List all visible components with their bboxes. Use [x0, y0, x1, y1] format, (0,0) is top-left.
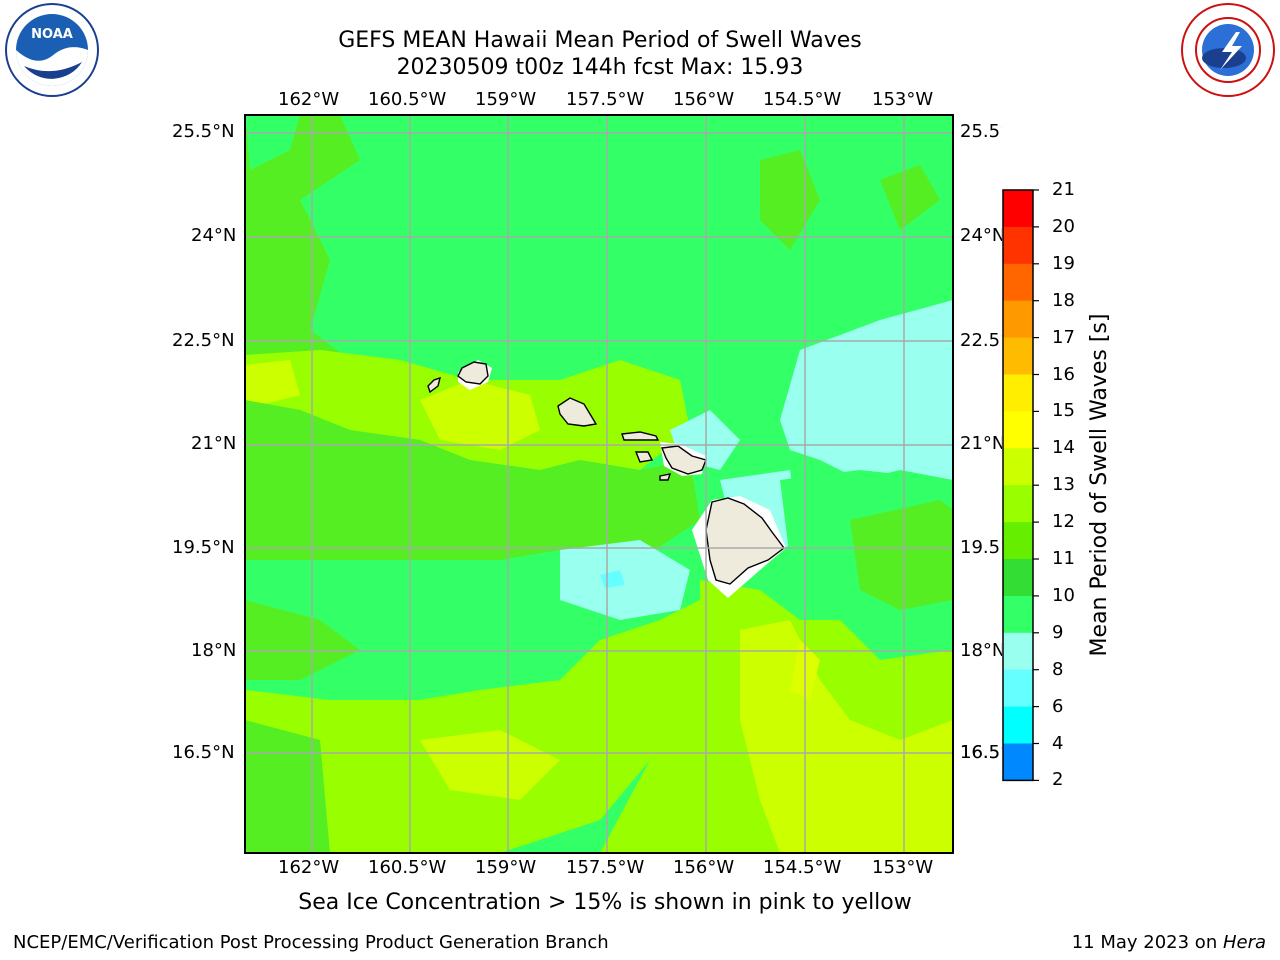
- colorbar-swatch: [1003, 485, 1033, 523]
- lat-label-left: 21°N: [191, 433, 237, 454]
- island-maui: [661, 445, 707, 475]
- colorbar-tick-label: 10: [1052, 584, 1075, 606]
- lon-label-bottom: 154.5°W: [763, 857, 842, 878]
- lon-label-bottom: 153°W: [872, 857, 934, 878]
- colorbar-tick-label: 21: [1052, 179, 1075, 200]
- sea-ice-note: Sea Ice Concentration > 15% is shown in …: [298, 890, 912, 915]
- lat-label-right: 18°N: [960, 640, 1002, 661]
- colorbar-tick-label: 6: [1052, 695, 1064, 717]
- lat-label-right: 16.5°N: [960, 742, 1002, 763]
- island-lanai: [634, 451, 654, 463]
- lon-label-top: 159°W: [475, 89, 537, 110]
- colorbar-swatch: [1003, 706, 1033, 744]
- lon-label-top: 154.5°W: [763, 89, 842, 110]
- graticule: [245, 115, 953, 853]
- island-oahu: [557, 397, 598, 427]
- lat-label-left: 16.5°N: [172, 742, 235, 763]
- lat-label-left: 24°N: [191, 225, 237, 246]
- island-kahoolawe: [659, 473, 672, 481]
- nws-logo: [1178, 2, 1278, 98]
- colorbar: [1002, 189, 1039, 782]
- lon-label-bottom: 159°W: [475, 857, 537, 878]
- colorbar-swatch: [1003, 300, 1033, 339]
- colorbar-swatch: [1003, 263, 1033, 302]
- noaa-logo-text: NOAA: [31, 27, 73, 42]
- colorbar-tick-label: 8: [1052, 658, 1064, 680]
- lat-label-left: 18°N: [191, 640, 237, 661]
- colorbar-swatch: [1003, 374, 1033, 412]
- footer-host: Hera: [1222, 932, 1266, 953]
- footer-credit: NCEP/EMC/Verification Post Processing Pr…: [13, 932, 609, 953]
- noaa-logo: NOAA: [2, 2, 102, 98]
- map-frame: [244, 114, 954, 854]
- lat-label-right: 16.5°N: [960, 742, 1002, 763]
- colorbar-swatch: [1003, 743, 1033, 781]
- colorbar-swatch: [1003, 411, 1033, 449]
- footer-date-text: 11 May 2023 on: [1071, 932, 1223, 953]
- swell-period-field: [245, 115, 953, 853]
- lon-label-top: 157.5°W: [566, 89, 645, 110]
- colorbar-swatch: [1003, 448, 1033, 486]
- colorbar-swatch: [1003, 337, 1033, 375]
- lon-label-bottom: 157.5°W: [566, 857, 645, 878]
- island-niihau: [427, 376, 441, 394]
- colorbar-label: Mean Period of Swell Waves [s]: [1087, 314, 1112, 657]
- colorbar-swatch: [1003, 226, 1033, 265]
- colorbar-tick-label: 20: [1052, 215, 1075, 237]
- lat-label-right: 22.5°N: [960, 330, 1002, 351]
- map-title-line2: 20230509 t00z 144h fcst Max: 15.93: [396, 55, 804, 80]
- colorbar-tick-label: 15: [1052, 400, 1075, 422]
- colorbar-tick-label: 9: [1052, 621, 1064, 643]
- colorbar-tick-label: 4: [1052, 732, 1064, 754]
- lat-label-right-bottom-clip: 16.5°N: [958, 730, 1002, 770]
- island-hawaii: [705, 497, 785, 585]
- colorbar-tick-label: 11: [1052, 548, 1075, 569]
- lat-label-left: 19.5°N: [172, 537, 235, 558]
- colorbar-swatch: [1003, 632, 1033, 671]
- colorbar-tick-label: 14: [1052, 437, 1075, 459]
- colorbar-tick-label: 17: [1052, 326, 1075, 348]
- colorbar-swatch: [1003, 595, 1033, 634]
- colorbar-swatch: [1003, 190, 1033, 228]
- lat-label-left: 22.5°N: [172, 330, 235, 351]
- lat-label-right: 21°N: [960, 433, 1002, 454]
- colorbar-tick-label: 16: [1052, 363, 1075, 385]
- lon-label-top: 162°W: [278, 89, 340, 110]
- colorbar-swatch: [1003, 669, 1033, 708]
- colorbar-tick-label: 13: [1052, 474, 1075, 496]
- lat-label-right: 19.5°N: [960, 537, 1002, 558]
- lat-label-left: 25.5°N: [172, 121, 235, 142]
- colorbar-tick-label: 18: [1052, 289, 1075, 311]
- lat-labels-right: 25.5°N 24°N 22.5°N 21°N 19.5°N 18°N 16.5…: [958, 110, 1002, 770]
- hawaiian-islands: [427, 361, 785, 585]
- lon-label-bottom: 160.5°W: [368, 857, 447, 878]
- island-kauai: [457, 361, 489, 385]
- lat-label-right: 25.5°N: [960, 121, 1002, 142]
- lat-label-right: 24°N: [960, 225, 1002, 246]
- lon-label-bottom: 162°W: [278, 857, 340, 878]
- lon-label-top: 156°W: [673, 89, 735, 110]
- colorbar-swatch: [1003, 559, 1033, 597]
- colorbar-swatch: [1003, 522, 1033, 560]
- colorbar-tick-label: 12: [1052, 511, 1075, 533]
- colorbar-tick-label: 2: [1052, 769, 1064, 791]
- footer-date: 11 May 2023 on Hera: [1072, 932, 1266, 953]
- map-title-line1: GEFS MEAN Hawaii Mean Period of Swell Wa…: [338, 28, 862, 53]
- colorbar-tick-label: 19: [1052, 252, 1075, 274]
- lon-label-top: 153°W: [872, 89, 934, 110]
- lon-label-top: 160.5°W: [368, 89, 447, 110]
- island-molokai: [621, 431, 660, 441]
- lon-label-bottom: 156°W: [673, 857, 735, 878]
